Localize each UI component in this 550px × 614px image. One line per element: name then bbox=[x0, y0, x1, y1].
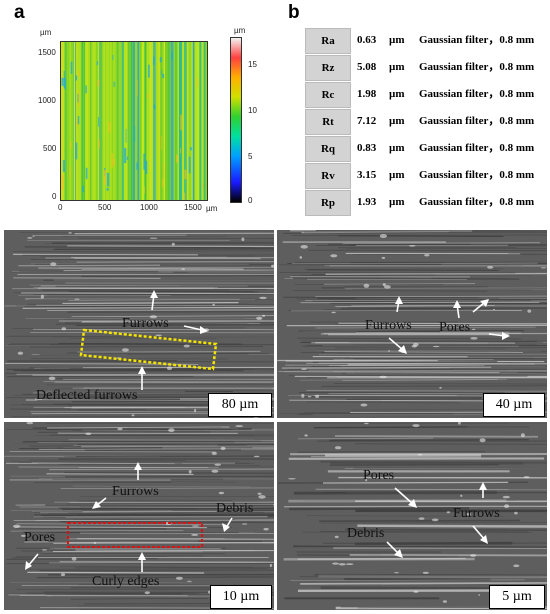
arrowhead bbox=[394, 549, 403, 558]
param-name: Rz bbox=[305, 55, 351, 81]
param-filter: Gaussian filter，0.8 mm bbox=[419, 142, 535, 154]
table-row: Rz 5.08 µm Gaussian filter，0.8 mm bbox=[305, 55, 550, 81]
arrow bbox=[27, 553, 39, 567]
label-pores: Pores bbox=[439, 320, 471, 335]
arrowhead bbox=[150, 290, 158, 298]
table-row: Rv 3.15 µm Gaussian filter，0.8 mm bbox=[305, 163, 550, 189]
label-debris: Debris bbox=[216, 501, 254, 516]
param-filter: Gaussian filter，0.8 mm bbox=[419, 88, 535, 100]
label-furrows: Furrows bbox=[365, 318, 412, 333]
param-unit: µm bbox=[389, 169, 405, 181]
label-deflected-furrows: Deflected furrows bbox=[36, 388, 138, 403]
arrowhead bbox=[200, 326, 208, 334]
panel-a-height-map: a µm µm µm 1500 1000 500 0 0 500 1000 15… bbox=[0, 0, 275, 225]
y-tick: 1500 bbox=[38, 48, 56, 57]
scale-bar: 10 µm bbox=[210, 585, 272, 609]
param-unit: µm bbox=[389, 115, 405, 127]
param-name: Rv bbox=[305, 163, 351, 189]
scale-bar: 80 µm bbox=[208, 393, 272, 417]
scale-bar: 5 µm bbox=[489, 585, 545, 609]
colorbar bbox=[230, 37, 242, 203]
param-filter: Gaussian filter，0.8 mm bbox=[419, 169, 535, 181]
param-unit: µm bbox=[389, 88, 405, 100]
scale-bar: 40 µm bbox=[483, 393, 545, 417]
dashed-region-red bbox=[67, 522, 203, 548]
param-value: 3.15 bbox=[357, 169, 377, 181]
table-row: Ra 0.63 µm Gaussian filter，0.8 mm bbox=[305, 28, 550, 54]
x-tick: 0 bbox=[58, 203, 63, 212]
colorbar-tick: 5 bbox=[248, 152, 253, 161]
x-tick: 1500 bbox=[184, 203, 202, 212]
arrow bbox=[183, 325, 203, 331]
param-name: Ra bbox=[305, 28, 351, 54]
param-name: Rp bbox=[305, 190, 351, 216]
param-filter: Gaussian filter，0.8 mm bbox=[419, 115, 535, 127]
param-unit: µm bbox=[389, 142, 405, 154]
x-tick: 500 bbox=[98, 203, 112, 212]
label-debris: Debris bbox=[347, 526, 385, 541]
y-tick: 500 bbox=[43, 144, 57, 153]
sem-image-f: Pores Furrows Debris 5 µm bbox=[277, 422, 547, 610]
arrowhead bbox=[92, 501, 101, 509]
label-furrows: Furrows bbox=[453, 506, 500, 521]
param-value: 0.63 bbox=[357, 34, 377, 46]
x-axis-unit: µm bbox=[206, 204, 218, 213]
label-furrows: Furrows bbox=[112, 484, 159, 499]
x-tick: 1000 bbox=[140, 203, 158, 212]
arrowhead bbox=[502, 332, 510, 340]
sem-image-c: Furrows Deflected furrows 80 µm bbox=[4, 230, 274, 418]
table-row: Rc 1.98 µm Gaussian filter，0.8 mm bbox=[305, 82, 550, 108]
param-value: 1.98 bbox=[357, 88, 377, 100]
arrow bbox=[388, 337, 404, 351]
sem-image-d: Furrows Pores 40 µm bbox=[277, 230, 547, 418]
colorbar-unit: µm bbox=[234, 26, 246, 35]
arrow bbox=[394, 487, 414, 505]
y-tick: 1000 bbox=[38, 96, 56, 105]
sem-image-e: Furrows Debris Pores Curly edges 10 µm bbox=[4, 422, 274, 610]
colorbar-tick: 0 bbox=[248, 196, 253, 205]
param-unit: µm bbox=[389, 61, 405, 73]
param-name: Rq bbox=[305, 136, 351, 162]
panel-label-a: a bbox=[14, 2, 25, 23]
arrowhead bbox=[25, 561, 32, 570]
arrowhead bbox=[138, 552, 146, 560]
y-tick: 0 bbox=[52, 192, 57, 201]
param-filter: Gaussian filter，0.8 mm bbox=[419, 61, 535, 73]
label-furrows: Furrows bbox=[122, 316, 169, 331]
label-pores: Pores bbox=[363, 468, 395, 483]
label-pores: Pores bbox=[24, 530, 56, 545]
arrowhead bbox=[453, 300, 461, 308]
arrowhead bbox=[222, 523, 230, 532]
panel-label-b: b bbox=[288, 2, 300, 23]
table-row: Rt 7.12 µm Gaussian filter，0.8 mm bbox=[305, 109, 550, 135]
arrowhead bbox=[479, 482, 487, 490]
param-unit: µm bbox=[389, 34, 405, 46]
param-value: 5.08 bbox=[357, 61, 377, 73]
colorbar-tick: 10 bbox=[248, 106, 257, 115]
param-filter: Gaussian filter，0.8 mm bbox=[419, 34, 535, 46]
arrowhead bbox=[480, 535, 488, 544]
surface-height-map bbox=[60, 41, 208, 201]
arrowhead bbox=[134, 462, 142, 470]
arrowhead bbox=[395, 296, 403, 304]
table-row: Rq 0.83 µm Gaussian filter，0.8 mm bbox=[305, 136, 550, 162]
dashed-region-yellow bbox=[79, 328, 218, 371]
param-value: 7.12 bbox=[357, 115, 377, 127]
param-filter: Gaussian filter，0.8 mm bbox=[419, 196, 535, 208]
param-unit: µm bbox=[389, 196, 405, 208]
param-name: Rc bbox=[305, 82, 351, 108]
param-name: Rt bbox=[305, 109, 351, 135]
param-value: 1.93 bbox=[357, 196, 377, 208]
arrowhead bbox=[138, 366, 146, 374]
label-curly-edges: Curly edges bbox=[92, 574, 160, 589]
param-value: 0.83 bbox=[357, 142, 377, 154]
y-axis-unit: µm bbox=[40, 28, 52, 37]
table-row: Rp 1.93 µm Gaussian filter，0.8 mm bbox=[305, 190, 550, 216]
arrowhead bbox=[480, 299, 489, 307]
colorbar-tick: 15 bbox=[248, 60, 257, 69]
arrowhead bbox=[398, 345, 407, 354]
arrowhead bbox=[408, 499, 417, 508]
